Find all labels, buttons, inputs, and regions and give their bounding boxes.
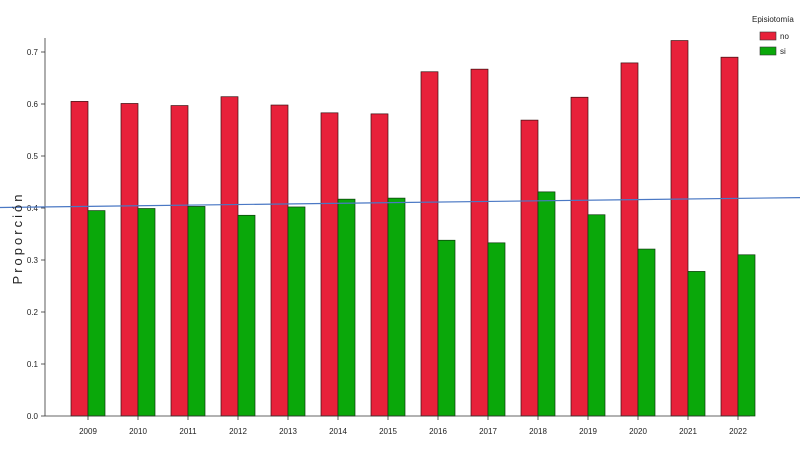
bar-si-2015 (387, 197, 406, 417)
legend-label-no: no (780, 32, 789, 41)
bar-si-2021 (687, 271, 706, 417)
trend-layer (0, 197, 800, 209)
x-tick-label: 2015 (379, 427, 397, 436)
x-tick-label: 2011 (179, 427, 197, 436)
legend-swatch-si (759, 46, 777, 56)
bar-si-2014 (337, 198, 356, 417)
bar-no-2012 (220, 96, 239, 417)
y-tick-label: 0.3 (27, 256, 39, 265)
x-tick-label: 2021 (679, 427, 697, 436)
y-tick-label: 0.5 (27, 152, 39, 161)
bar-si-2020 (637, 248, 656, 417)
x-tick-label: 2018 (529, 427, 547, 436)
bar-si-2013 (287, 206, 306, 417)
legend-label-si: si (780, 47, 786, 56)
bar-no-2015 (370, 113, 389, 417)
bar-no-2020 (620, 62, 639, 417)
trend-line (0, 197, 800, 209)
y-tick-label: 0.0 (27, 412, 39, 421)
x-tick-label: 2014 (329, 427, 347, 436)
x-tick-label: 2020 (629, 427, 647, 436)
bar-no-2014 (320, 112, 339, 417)
y-tick-label: 0.6 (27, 100, 39, 109)
x-tick-label: 2009 (79, 427, 97, 436)
bar-si-2016 (437, 239, 456, 417)
bar-no-2022 (720, 56, 739, 417)
y-axis-label: Proporción (10, 192, 25, 285)
bars-layer (70, 40, 756, 417)
x-tick-label: 2017 (479, 427, 497, 436)
bar-no-2019 (570, 96, 589, 417)
x-tick-label: 2013 (279, 427, 297, 436)
bar-si-2012 (237, 214, 256, 417)
bar-si-2022 (737, 254, 756, 417)
legend: Episiotomía no si (752, 15, 794, 56)
x-tick-label: 2022 (729, 427, 747, 436)
bar-no-2013 (270, 104, 289, 417)
bar-si-2018 (537, 191, 556, 417)
x-tick-label: 2016 (429, 427, 447, 436)
axes-layer: 2009 2010 2011 2012 2013 2014 2015 2016 2017 2018… (27, 38, 750, 436)
bar-no-2016 (420, 71, 439, 417)
bar-si-2011 (187, 206, 206, 417)
bar-no-2021 (670, 40, 689, 417)
bar-no-2017 (470, 68, 489, 417)
bar-si-2009 (87, 210, 106, 417)
bar-si-2010 (137, 208, 156, 417)
bar-si-2017 (487, 242, 506, 417)
bar-si-2019 (587, 214, 606, 417)
legend-title: Episiotomía (752, 15, 794, 24)
y-tick-label: 0.2 (27, 308, 39, 317)
bar-no-2018 (520, 119, 539, 417)
bar-no-2010 (120, 103, 139, 417)
bar-no-2009 (70, 101, 89, 417)
bar-no-2011 (170, 105, 189, 417)
x-tick-label: 2019 (579, 427, 597, 436)
y-tick-label: 0.7 (27, 48, 39, 57)
x-tick-label: 2012 (229, 427, 247, 436)
legend-swatch-no (759, 31, 777, 41)
x-tick-label: 2010 (129, 427, 147, 436)
y-tick-label: 0.4 (27, 204, 39, 213)
y-tick-label: 0.1 (27, 360, 39, 369)
